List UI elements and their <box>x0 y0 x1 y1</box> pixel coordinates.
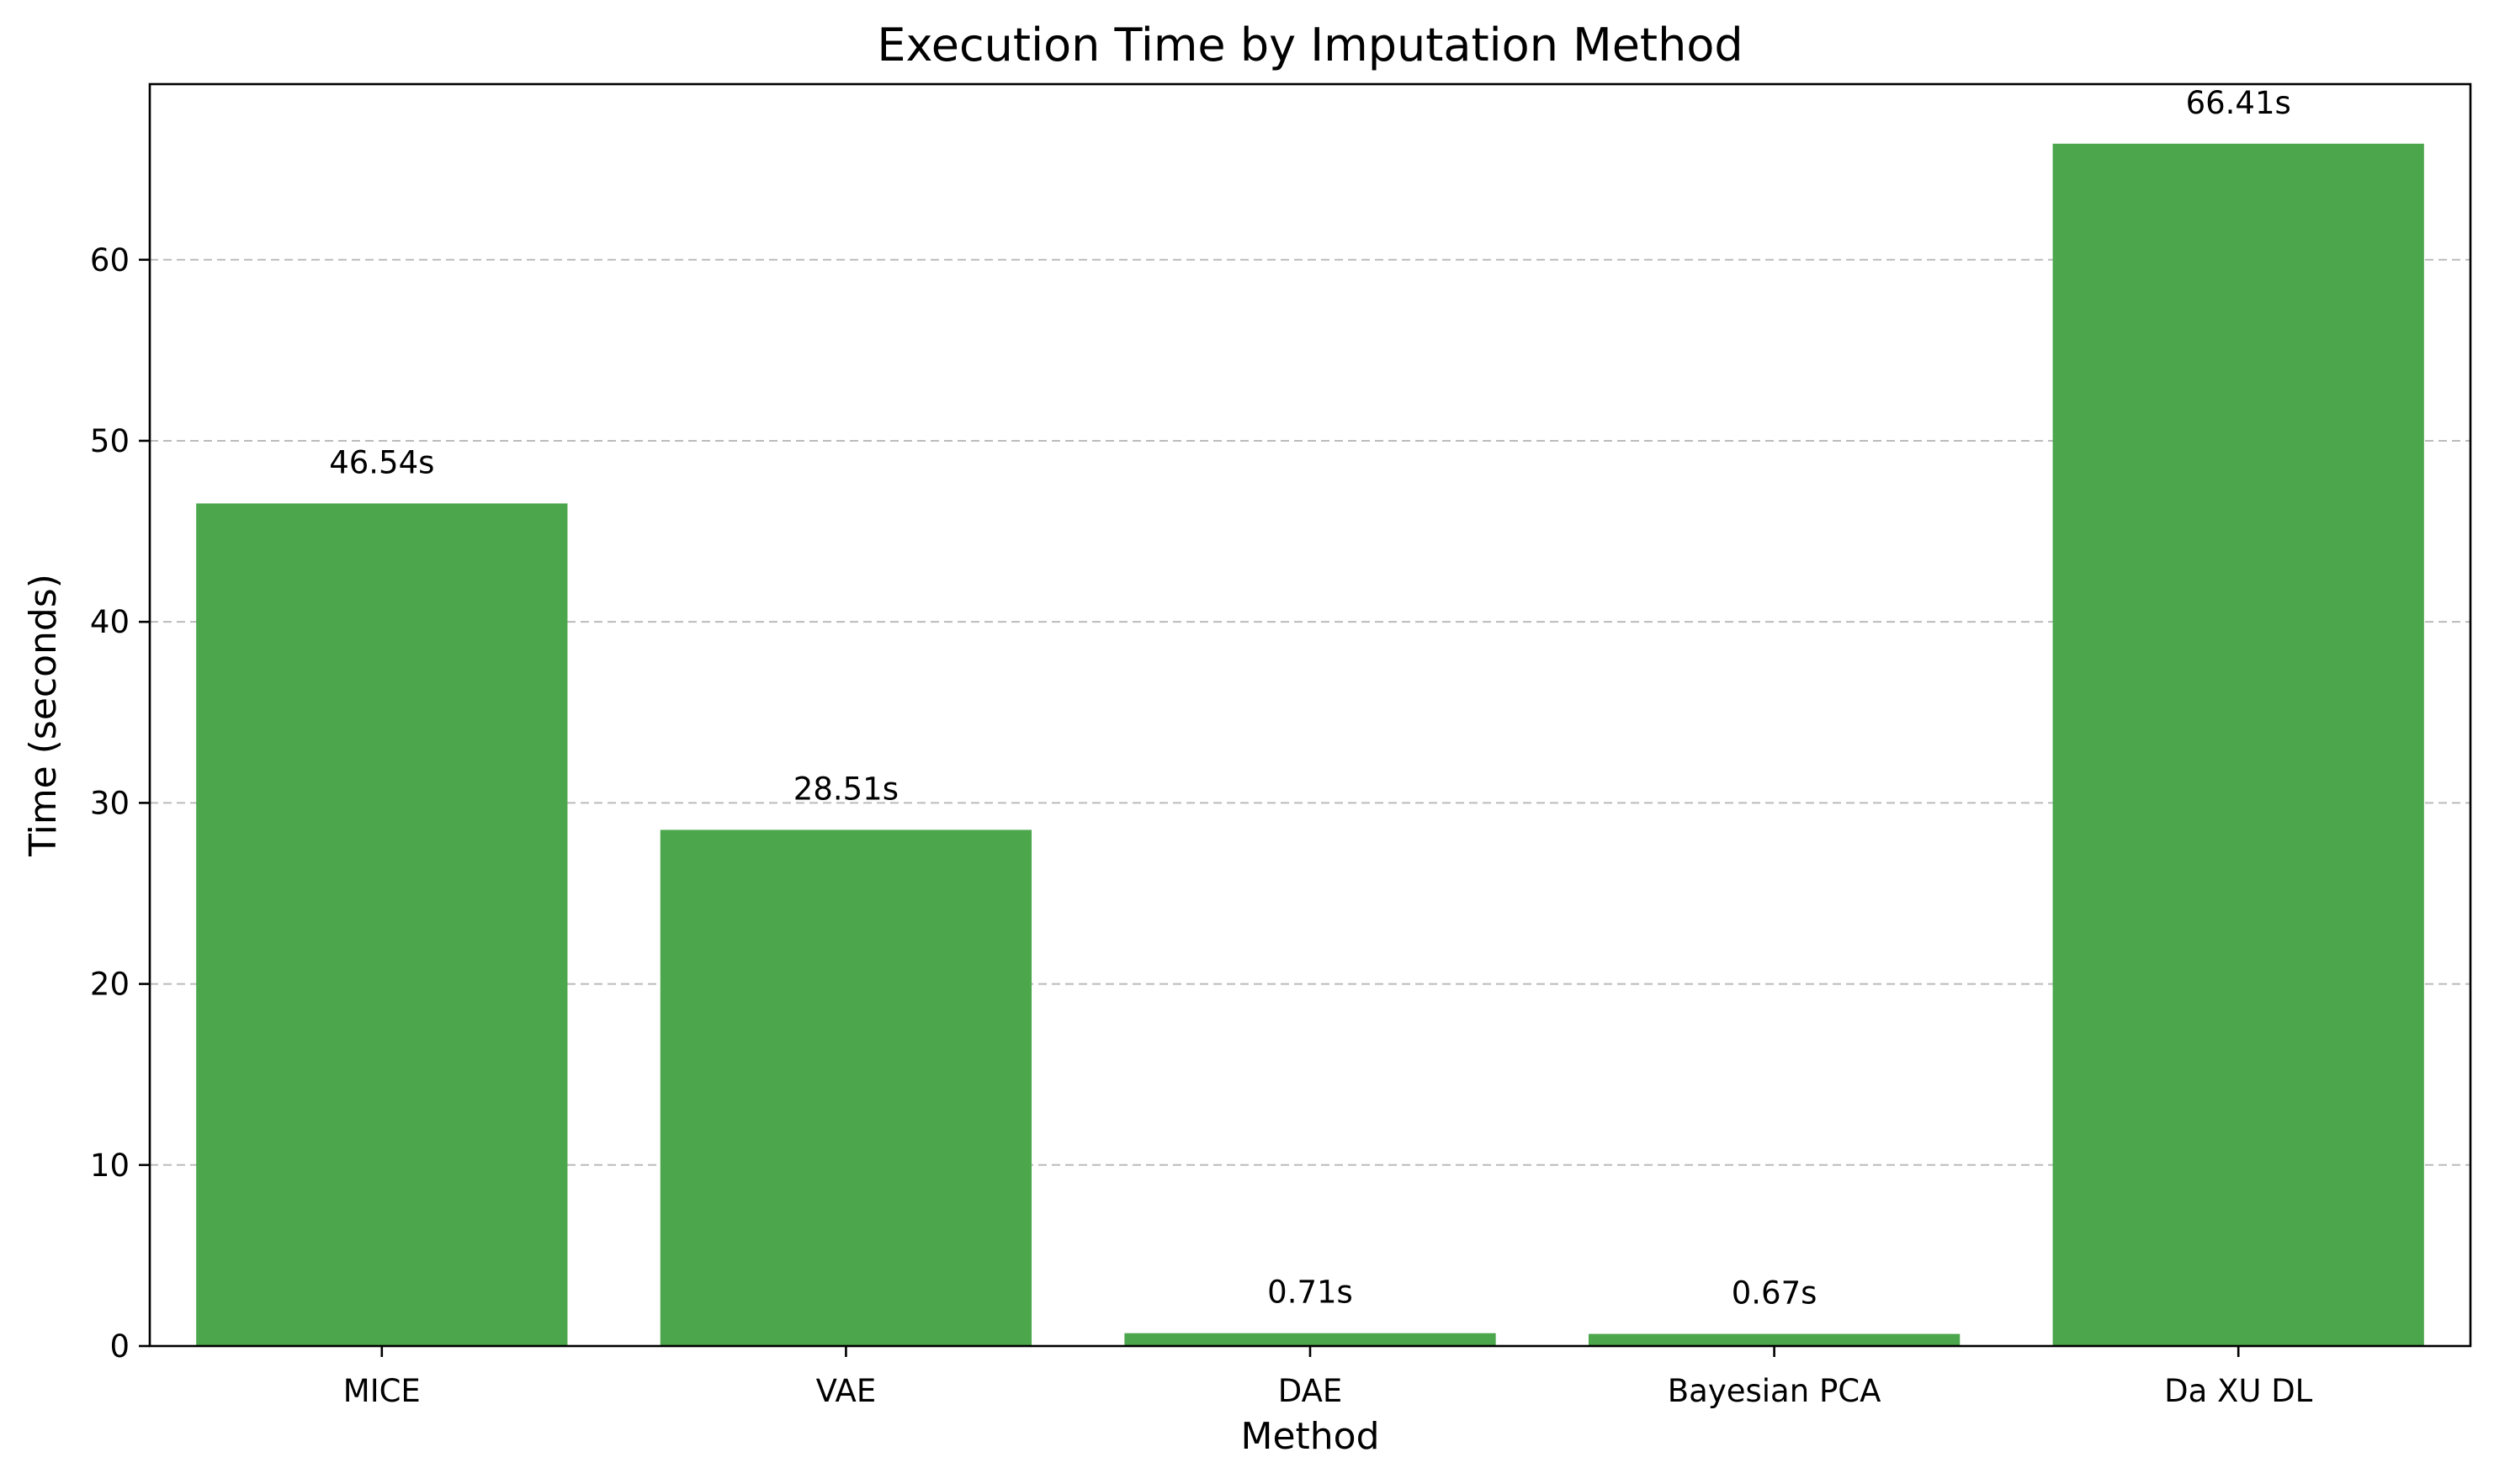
gridlines <box>150 258 2470 1166</box>
y-tick-label: 30 <box>90 785 130 821</box>
y-axis-label: Time (seconds) <box>22 574 65 857</box>
bar-value-label: 28.51s <box>793 771 899 807</box>
bars <box>196 143 2424 1346</box>
bar <box>196 503 568 1346</box>
bar-value-label: 66.41s <box>2186 85 2291 121</box>
y-tick-label: 20 <box>90 967 130 1003</box>
bar-value-label: 0.71s <box>1267 1275 1353 1311</box>
y-tick-label: 0 <box>109 1328 130 1365</box>
x-tick-label: Da XU DL <box>2164 1373 2313 1409</box>
bar <box>1588 1333 1961 1346</box>
y-tick-label: 60 <box>90 242 130 278</box>
y-tick-label: 10 <box>90 1147 130 1184</box>
x-tick-label: VAE <box>816 1373 877 1409</box>
value-labels: 46.54s 28.51s 0.71s 0.67s 66.41s <box>329 85 2291 1312</box>
bar <box>1124 1333 1496 1346</box>
bar-value-label: 0.67s <box>1732 1275 1817 1312</box>
x-tick-label: Bayesian PCA <box>1668 1373 1881 1409</box>
bar <box>2052 143 2424 1346</box>
y-tick-label: 40 <box>90 604 130 640</box>
x-axis-ticks: MICE VAE DAE Bayesian PCA Da XU DL <box>343 1346 2313 1409</box>
y-tick-label: 50 <box>90 423 130 459</box>
x-tick-label: MICE <box>343 1373 421 1409</box>
bar-value-label: 46.54s <box>329 444 434 480</box>
bar <box>660 829 1032 1346</box>
chart-title: Execution Time by Imputation Method <box>877 19 1743 72</box>
x-tick-label: DAE <box>1278 1373 1343 1409</box>
x-axis-label: Method <box>1240 1415 1379 1458</box>
y-axis-ticks: 0 10 20 30 40 50 60 <box>90 242 150 1365</box>
